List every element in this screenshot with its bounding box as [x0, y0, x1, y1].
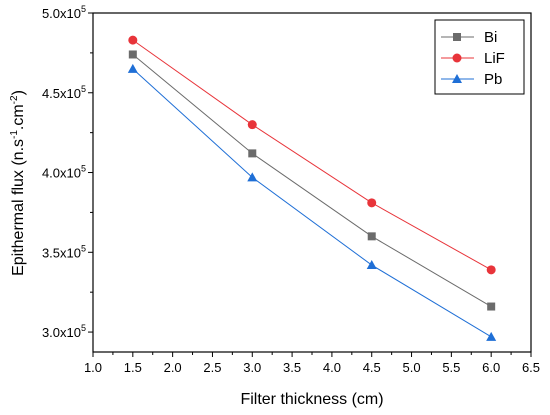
data-point-pb — [127, 63, 138, 73]
axis-ticks: 1.0 1.5 2.0 2.5 3.0 3.5 4.0 4.5 5.0 5.5 6.0 6.5 3.0x… — [42, 4, 540, 375]
legend-box — [434, 19, 525, 95]
data-point-bi — [367, 232, 376, 241]
x-tick-label: 2.5 — [203, 360, 221, 375]
data-point-lif — [128, 35, 138, 45]
x-tick-label: 3.5 — [283, 360, 301, 375]
y-axis-title-end: ) — [10, 90, 27, 95]
legend-label-bi: Bi — [484, 29, 497, 46]
legend-label-lif: LiF — [484, 50, 505, 67]
data-point-bi — [128, 50, 137, 59]
legend-marker-pb — [452, 74, 462, 83]
legend-marker-lif — [452, 53, 462, 63]
y-tick-label: 3.5x105 — [42, 243, 86, 260]
x-tick-label: 3.0 — [243, 360, 261, 375]
x-tick-label: 6.0 — [482, 360, 500, 375]
data-point-pb — [366, 260, 377, 270]
y-tick-label: 5.0x105 — [42, 4, 86, 21]
data-point-bi — [487, 302, 496, 311]
data-point-pb — [486, 331, 497, 341]
y-axis-title-sup1: -1 — [9, 130, 20, 139]
data-point-lif — [367, 198, 377, 208]
x-tick-label: 6.5 — [522, 360, 540, 375]
x-tick-label: 4.5 — [363, 360, 381, 375]
data-point-lif — [486, 265, 496, 275]
legend-label-pb: Pb — [484, 71, 502, 88]
y-tick-label: 3.0x105 — [42, 323, 86, 340]
series-layer — [127, 35, 497, 341]
x-tick-label: 2.0 — [164, 360, 182, 375]
legend-marker-bi — [453, 33, 461, 41]
series-line-pb — [132, 68, 492, 338]
x-tick-label: 5.0 — [403, 360, 421, 375]
y-axis-title-mid: .cm — [10, 104, 27, 130]
x-tick-label: 1.5 — [124, 360, 142, 375]
y-tick-label: 4.0x105 — [42, 164, 86, 181]
y-axis-title: Epithermal flux (n.s-1.cm-2) — [9, 90, 27, 276]
y-axis-title-main: Epithermal flux (n.s — [10, 139, 27, 276]
data-point-lif — [247, 120, 257, 130]
legend: Bi LiF Pb — [434, 19, 525, 95]
data-point-pb — [247, 172, 258, 182]
data-point-bi — [248, 149, 257, 158]
x-tick-label: 4.0 — [323, 360, 341, 375]
y-tick-label: 4.5x105 — [42, 84, 86, 101]
series-line-lif — [132, 39, 492, 271]
x-axis-title: Filter thickness (cm) — [240, 391, 383, 408]
series-line-bi — [132, 54, 492, 307]
y-axis-title-sup2: -2 — [9, 95, 20, 104]
x-tick-label: 5.5 — [442, 360, 460, 375]
x-tick-label: 1.0 — [84, 360, 102, 375]
